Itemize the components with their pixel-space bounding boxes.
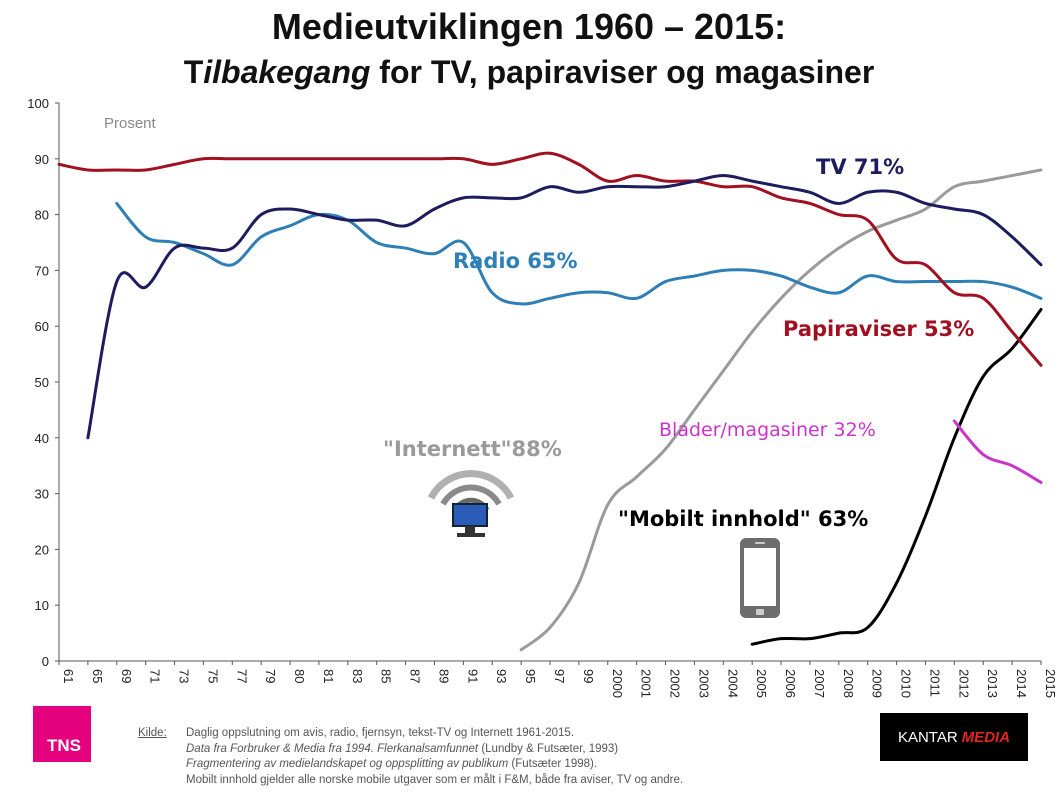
- x-tick-label: 2010: [899, 669, 914, 698]
- series-line-mobil: [750, 307, 1043, 646]
- source-note: Kilde: Daglig oppslutning om avis, radio,…: [138, 726, 683, 788]
- x-tick-label: 95: [523, 669, 538, 683]
- x-tick-label: 69: [119, 669, 134, 683]
- chart-series: [57, 151, 1043, 652]
- source-label: Kilde:: [138, 727, 167, 739]
- kantar-media-logo: KANTAR MEDIA: [880, 713, 1028, 761]
- x-tick-label: 73: [177, 669, 192, 683]
- y-tick-label: 30: [35, 487, 49, 502]
- y-tick-label: 10: [35, 598, 49, 613]
- subtitle-part2: ilbakegang: [203, 54, 371, 90]
- x-tick-label: 2001: [639, 669, 654, 698]
- y-axis-label: Prosent: [104, 115, 157, 132]
- x-tick-label: 71: [148, 669, 163, 683]
- x-tick-label: 61: [61, 669, 76, 683]
- x-tick-label: 2014: [1014, 669, 1029, 698]
- y-tick-label: 20: [35, 542, 49, 557]
- x-tick-label: 2004: [725, 669, 740, 698]
- x-tick-label: 87: [408, 669, 423, 683]
- x-tick-label: 77: [234, 669, 249, 683]
- x-tick-label: 2009: [870, 669, 885, 698]
- x-tick-label: 2002: [668, 669, 683, 698]
- x-tick-label: 2003: [696, 669, 711, 698]
- subtitle-part3: for TV, papiraviser og magasiner: [370, 54, 875, 90]
- x-tick-label: 79: [263, 669, 278, 683]
- source-line-3-italic: Fragmentering av medielandskapet og opps…: [186, 758, 509, 770]
- chart-subtitle: Tilbakegang for TV, papiraviser og magas…: [0, 54, 1058, 91]
- series-labels: Papiraviser 53% TV 71% Radio 65% "Internett…: [383, 155, 974, 531]
- y-tick-label: 60: [35, 319, 49, 334]
- mobile-phone-icon: [740, 538, 780, 618]
- series-label-mobil: "Mobilt innhold" 63%: [618, 507, 868, 531]
- series-label-papir: Papiraviser 53%: [783, 317, 974, 341]
- x-tick-label: 65: [90, 669, 105, 683]
- series-line-papir: [57, 151, 1043, 367]
- series-line-internett: [519, 168, 1043, 652]
- x-tick-label: 2011: [927, 669, 942, 697]
- series-label-tv: TV 71%: [816, 155, 904, 179]
- x-tick-label: 2006: [783, 669, 798, 698]
- series-line-radio: [115, 201, 1043, 306]
- line-chart: 0 10 20 30 40 50 60 70 80 90 100 61 65 69 71 73 75 77 79 80…: [27, 96, 1058, 698]
- x-tick-label: 2007: [812, 669, 827, 698]
- y-tick-label: 0: [42, 654, 49, 669]
- y-tick-label: 50: [35, 375, 49, 390]
- x-tick-label: 91: [465, 669, 480, 683]
- chart-axes: 0 10 20 30 40 50 60 70 80 90 100 61 65 69 71 73 75 77 79 80…: [27, 96, 1058, 698]
- x-tick-label: 85: [379, 669, 394, 683]
- x-tick-label: 83: [350, 669, 365, 683]
- x-tick-label: 2000: [610, 669, 625, 698]
- y-tick-label: 80: [35, 208, 49, 223]
- series-line-blader: [952, 419, 1043, 484]
- x-tick-label: 2015: [1043, 669, 1058, 698]
- x-tick-label: 97: [552, 669, 567, 683]
- x-tick-label: 2005: [754, 669, 769, 698]
- wifi-monitor-icon: [427, 470, 515, 537]
- source-line-2-rest: (Lundby & Futsæter, 1993): [478, 742, 619, 755]
- kantar-media-text: MEDIA: [961, 728, 1011, 746]
- y-tick-label: 90: [35, 152, 49, 167]
- series-label-internett: "Internett"88%: [383, 437, 562, 461]
- chart-title: Medieutviklingen 1960 – 2015:: [271, 6, 787, 47]
- series-label-blader: Blader/magasiner 32%: [659, 419, 876, 441]
- source-line-3-rest: (Futsæter 1998).: [508, 758, 598, 770]
- x-tick-label: 75: [205, 669, 220, 683]
- x-tick-label: 93: [494, 669, 509, 683]
- y-tick-label: 40: [35, 431, 49, 446]
- y-tick-label: 100: [27, 96, 49, 111]
- x-tick-label: 99: [581, 669, 596, 683]
- x-tick-label: 81: [321, 669, 336, 683]
- source-line-2-italic: Data fra Forbruker & Media fra 1994. Fle…: [186, 742, 479, 755]
- series-label-radio: Radio 65%: [453, 249, 578, 273]
- y-tick-label: 70: [35, 263, 49, 278]
- source-line-4: Mobilt innhold gjelder alle norske mobil…: [186, 773, 684, 786]
- x-tick-label: 2013: [985, 669, 1000, 698]
- tns-logo: TNS: [33, 706, 91, 762]
- x-tick-label: 2012: [956, 669, 971, 698]
- x-tick-label: 80: [292, 669, 307, 683]
- x-tick-label: 89: [436, 669, 451, 683]
- kantar-text: KANTAR: [897, 728, 958, 746]
- series-line-tv: [86, 174, 1043, 440]
- subtitle-part1: T: [183, 54, 204, 90]
- source-line-1: Daglig oppslutning om avis, radio, fjern…: [186, 727, 575, 739]
- x-tick-label: 2008: [841, 669, 856, 698]
